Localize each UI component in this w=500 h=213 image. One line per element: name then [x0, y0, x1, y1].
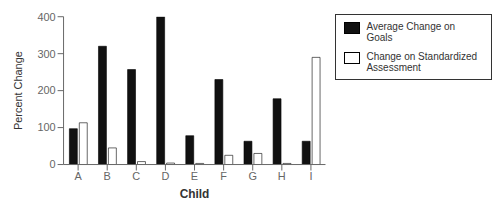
- svg-text:G: G: [248, 170, 256, 182]
- svg-text:Percent Change: Percent Change: [12, 51, 24, 130]
- html-text:Assessment: Assessment: [366, 62, 421, 73]
- svg-text:E: E: [191, 170, 198, 182]
- html-text:Change on Standardized: Change on Standardized: [366, 51, 477, 62]
- svg-text:200: 200: [37, 85, 55, 97]
- svg-text:300: 300: [37, 48, 55, 60]
- svg-text:Child: Child: [180, 187, 210, 201]
- svg-text:0: 0: [50, 158, 56, 170]
- svg-text:H: H: [278, 170, 286, 182]
- svg-text:C: C: [132, 170, 140, 182]
- html-text:Average Change on Goals: Average Change on Goals: [366, 21, 456, 43]
- svg-text:A: A: [74, 170, 82, 182]
- svg-text:D: D: [161, 170, 169, 182]
- svg-text:100: 100: [37, 121, 55, 133]
- svg-text:F: F: [220, 170, 227, 182]
- svg-text:B: B: [104, 170, 111, 182]
- svg-text:I: I: [309, 170, 312, 182]
- svg-text:400: 400: [37, 11, 55, 23]
